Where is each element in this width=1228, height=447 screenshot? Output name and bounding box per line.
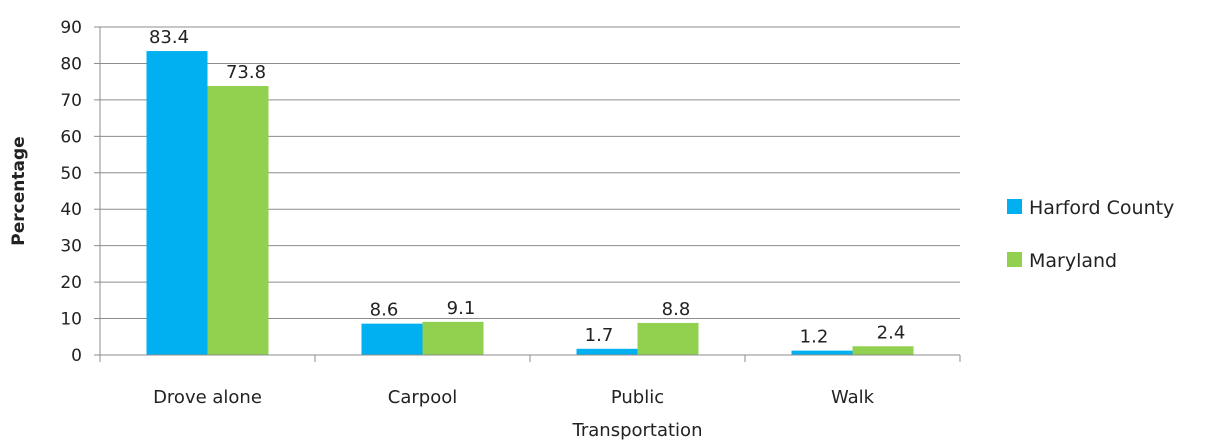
bar	[146, 51, 208, 355]
y-tick-label: 50	[60, 164, 82, 184]
y-tick-label: 20	[60, 273, 82, 293]
legend-swatch	[1007, 199, 1022, 214]
bar	[361, 323, 423, 355]
x-category-label: Walk	[831, 387, 875, 408]
legend-label: Maryland	[1029, 250, 1117, 272]
data-label: 1.7	[585, 325, 614, 346]
y-tick-label: 30	[60, 237, 82, 257]
bar	[207, 86, 269, 355]
bar	[852, 346, 914, 355]
data-label: 73.8	[226, 62, 266, 83]
data-label: 83.4	[149, 27, 189, 48]
axes	[94, 26, 961, 362]
x-category-labels: Drove alone Carpool Public Transportation Wa…	[153, 387, 875, 441]
bar	[422, 321, 484, 355]
bar	[637, 322, 699, 355]
y-tick-label: 40	[60, 200, 82, 220]
y-tick-label: 70	[60, 91, 82, 111]
y-tick-label: 60	[60, 127, 82, 147]
x-category-label: Transportation	[572, 420, 703, 441]
y-axis-title: Percentage	[9, 136, 29, 245]
data-labels: 83.4 73.8 8.6 9.1 1.7 8.8 1.2 2.4	[149, 27, 905, 348]
x-category-label: Drove alone	[153, 387, 262, 408]
data-label: 8.8	[662, 299, 691, 320]
data-label: 8.6	[370, 300, 399, 321]
legend: Harford County Maryland	[1007, 197, 1174, 272]
y-tick-labels: 0 10 20 30 40 50 60 70 80 90	[60, 18, 82, 366]
x-category-label: Public	[611, 387, 664, 408]
bars	[146, 51, 914, 355]
y-tick-label: 90	[60, 18, 82, 38]
y-tick-label: 0	[71, 346, 82, 366]
legend-label: Harford County	[1029, 197, 1174, 219]
data-label: 1.2	[800, 327, 829, 348]
data-label: 2.4	[877, 322, 906, 343]
y-tick-label: 10	[60, 310, 82, 330]
data-label: 9.1	[447, 298, 476, 319]
x-category-label: Carpool	[388, 387, 457, 408]
bar	[576, 348, 638, 355]
y-tick-label: 80	[60, 54, 82, 74]
bar	[791, 350, 853, 355]
legend-swatch	[1007, 252, 1022, 267]
